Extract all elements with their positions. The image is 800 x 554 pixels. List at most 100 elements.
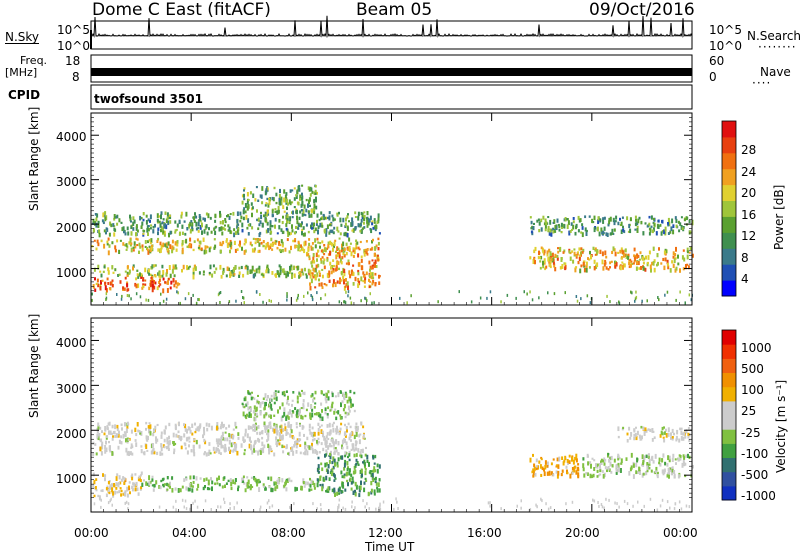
velocity-echo-cell	[565, 502, 567, 506]
power-echo-cell	[680, 216, 683, 219]
velocity-echo-cell	[317, 428, 320, 432]
power-echo-cell	[625, 254, 628, 259]
velocity-cbar-tick: -500	[741, 468, 769, 482]
power-echo-cell	[336, 246, 339, 251]
velocity-echo-cell	[325, 435, 328, 439]
freq-tick-high: 18	[65, 54, 81, 68]
power-echo-cell	[222, 267, 225, 273]
power-echo-cell	[104, 281, 107, 285]
power-echo-cell	[612, 232, 615, 236]
power-echo-cell	[371, 259, 374, 262]
power-echo-cell	[233, 269, 235, 273]
power-echo-cell	[233, 228, 236, 232]
power-echo-cell	[291, 274, 293, 279]
power-echo-cell	[213, 238, 216, 241]
power-echo-cell	[240, 215, 243, 220]
velocity-echo-cell	[533, 463, 536, 467]
power-echo-cell	[275, 192, 278, 197]
power-echo-cell	[542, 260, 544, 266]
velocity-echo-cell	[166, 446, 168, 450]
power-echo-cell	[675, 266, 678, 271]
power-echo-cell	[108, 232, 111, 237]
velocity-echo-cell	[329, 429, 332, 435]
velocity-echo-cell	[251, 391, 253, 394]
power-echo-cell	[297, 240, 300, 244]
power-echo-cell	[193, 216, 196, 221]
velocity-echo-cell	[119, 487, 122, 490]
velocity-echo-cell	[637, 500, 639, 504]
velocity-echo-cell	[673, 507, 676, 511]
power-echo-cell	[224, 224, 226, 227]
velocity-echo-cell	[341, 439, 344, 445]
velocity-echo-cell	[251, 396, 254, 399]
velocity-echo-cell	[349, 477, 352, 483]
velocity-echo-cell	[571, 500, 574, 504]
power-echo-cell	[271, 248, 274, 251]
velocity-echo-cell	[234, 447, 237, 452]
velocity-echo-cell	[334, 461, 336, 467]
power-echo-cell	[341, 256, 344, 260]
power-echo-cell	[244, 203, 247, 208]
velocity-echo-cell	[332, 427, 335, 433]
velocity-echo-cell	[192, 448, 195, 454]
velocity-echo-cell	[318, 414, 321, 418]
power-echo-cell	[378, 275, 380, 279]
velocity-echo-cell	[687, 432, 690, 436]
velocity-echo-cell	[299, 422, 301, 426]
velocity-echo-cell	[313, 431, 316, 437]
power-echo-cell	[653, 259, 656, 263]
power-echo-cell	[315, 252, 318, 258]
power-echo-cell	[634, 256, 637, 262]
power-echo-cell	[242, 216, 245, 221]
velocity-echo-cell	[600, 458, 603, 462]
power-echo-cell	[160, 292, 162, 296]
velocity-echo-cell	[110, 497, 112, 501]
power-echo-cell	[667, 265, 670, 270]
velocity-echo-cell	[99, 446, 102, 452]
velocity-echo-cell	[181, 498, 184, 502]
station-title: Dome C East (fitACF)	[92, 0, 271, 20]
power-colorbar-swatch	[722, 184, 736, 201]
power-echo-cell	[655, 231, 658, 236]
power-echo-cell	[342, 275, 345, 280]
power-echo-cell	[552, 227, 555, 232]
velocity-echo-cell	[360, 421, 363, 426]
power-echo-cell	[140, 273, 143, 278]
velocity-echo-cell	[353, 449, 356, 452]
power-echo-cell	[181, 247, 184, 251]
power-echo-cell	[369, 265, 372, 271]
power-echo-cell	[93, 239, 96, 242]
velocity-echo-cell	[602, 473, 605, 479]
velocity-echo-cell	[302, 399, 305, 403]
power-echo-cell	[688, 293, 691, 297]
velocity-echo-cell	[216, 482, 219, 485]
power-echo-cell	[310, 278, 313, 284]
velocity-echo-cell	[489, 501, 491, 505]
power-echo-cell	[355, 247, 358, 250]
power-echo-cell	[320, 282, 323, 287]
power-echo-cell	[214, 213, 217, 219]
power-echo-cell	[529, 216, 532, 219]
velocity-echo-cell	[367, 492, 370, 496]
power-echo-cell	[674, 216, 677, 220]
velocity-echo-cell	[592, 498, 594, 502]
power-echo-cell	[159, 223, 162, 228]
velocity-echo-cell	[341, 446, 344, 450]
power-echo-cell	[198, 240, 201, 244]
power-echo-cell	[96, 278, 99, 283]
velocity-echo-cell	[334, 440, 337, 445]
velocity-cbar-tick: -1000	[741, 489, 776, 503]
velocity-echo-cell	[679, 455, 682, 459]
velocity-echo-cell	[358, 485, 361, 490]
power-echo-cell	[596, 226, 599, 232]
velocity-echo-cell	[670, 467, 673, 472]
velocity-echo-cell	[195, 428, 198, 432]
velocity-echo-cell	[250, 427, 253, 430]
power-echo-cell	[206, 246, 209, 249]
velocity-echo-cell	[166, 437, 169, 442]
power-echo-cell	[364, 248, 367, 253]
velocity-echo-cell	[115, 476, 118, 482]
power-echo-cell	[365, 248, 368, 254]
velocity-echo-cell	[635, 462, 638, 468]
velocity-echo-cell	[159, 485, 162, 490]
